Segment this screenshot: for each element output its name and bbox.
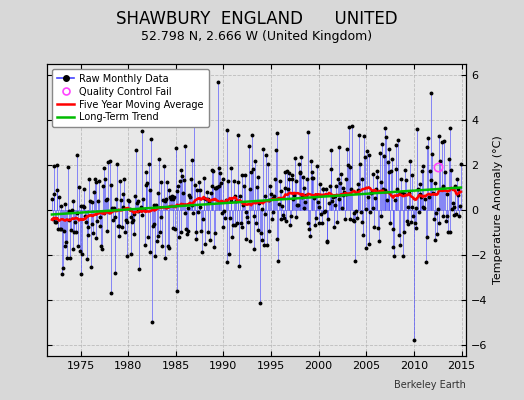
Text: SHAWBURY  ENGLAND      UNITED: SHAWBURY ENGLAND UNITED (116, 10, 398, 28)
Text: Berkeley Earth: Berkeley Earth (395, 380, 466, 390)
Legend: Raw Monthly Data, Quality Control Fail, Five Year Moving Average, Long-Term Tren: Raw Monthly Data, Quality Control Fail, … (52, 69, 209, 127)
Text: 52.798 N, 2.666 W (United Kingdom): 52.798 N, 2.666 W (United Kingdom) (141, 30, 373, 43)
Y-axis label: Temperature Anomaly (°C): Temperature Anomaly (°C) (493, 136, 503, 284)
